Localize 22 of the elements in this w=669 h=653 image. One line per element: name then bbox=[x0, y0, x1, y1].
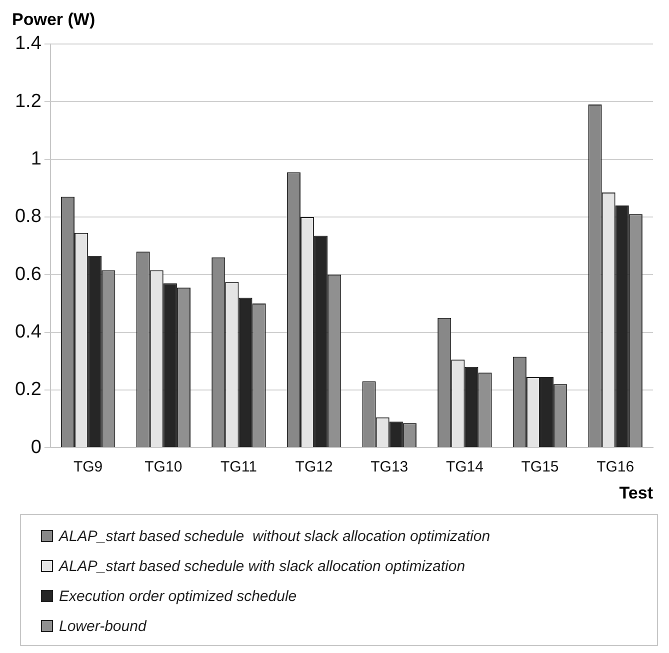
y-tick-label: 1.4 bbox=[14, 33, 42, 54]
x-tick-label: TG16 bbox=[596, 458, 634, 476]
y-tick-label: 0.4 bbox=[14, 322, 42, 343]
y-tick-label: 0.2 bbox=[14, 379, 42, 400]
y-tick-label: 0.6 bbox=[14, 264, 42, 285]
x-axis-title: Test bbox=[619, 483, 654, 502]
x-tick-label: TG13 bbox=[370, 458, 408, 476]
x-tick-label: TG9 bbox=[73, 458, 103, 476]
y-tick-label: 0.8 bbox=[14, 206, 42, 228]
x-tick-label: TG15 bbox=[521, 458, 559, 476]
x-tick-label: TG10 bbox=[144, 458, 182, 476]
x-tick-label: TG12 bbox=[295, 458, 333, 476]
x-tick-label: TG11 bbox=[220, 458, 257, 476]
x-tick-label: TG14 bbox=[446, 458, 484, 476]
y-axis-title: Power (W) bbox=[12, 10, 96, 30]
y-tick-label: 0 bbox=[30, 436, 42, 458]
y-tick-label: 1.2 bbox=[14, 90, 42, 112]
legend-label: ALAP_start based schedule without slack allocation optimization bbox=[59, 528, 490, 544]
legend-label: ALAP_start based schedule with slack allocation optimization bbox=[59, 558, 466, 574]
y-tick-label: 1 bbox=[30, 148, 42, 170]
legend-label: Execution order optimized schedule bbox=[59, 588, 297, 604]
legend-label: Lower-bound bbox=[59, 618, 146, 634]
